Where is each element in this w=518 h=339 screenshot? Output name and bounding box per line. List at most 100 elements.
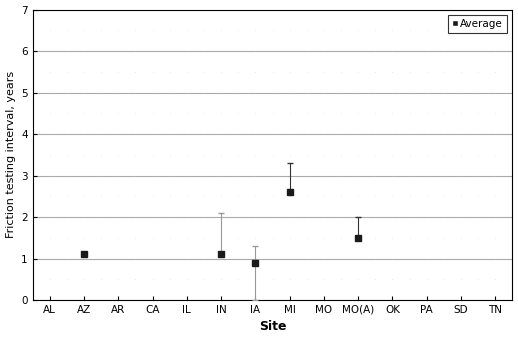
Point xyxy=(46,277,54,282)
Point xyxy=(406,111,414,116)
Point xyxy=(491,111,499,116)
Point xyxy=(251,69,260,75)
Point xyxy=(149,235,157,240)
Point xyxy=(183,48,191,54)
Point xyxy=(303,235,311,240)
Point xyxy=(217,90,225,95)
Point xyxy=(149,152,157,158)
Point xyxy=(114,235,122,240)
Point xyxy=(440,69,448,75)
Point xyxy=(114,90,122,95)
Point xyxy=(131,152,139,158)
Point xyxy=(251,131,260,137)
Point xyxy=(46,7,54,12)
Point xyxy=(285,152,294,158)
Point xyxy=(268,173,277,178)
Point xyxy=(63,173,71,178)
Point xyxy=(114,69,122,75)
Point xyxy=(131,48,139,54)
Point xyxy=(406,235,414,240)
Point xyxy=(457,90,465,95)
Point xyxy=(440,111,448,116)
Point xyxy=(183,173,191,178)
Point xyxy=(371,69,380,75)
Point xyxy=(491,277,499,282)
Point xyxy=(217,214,225,220)
Point xyxy=(337,194,345,199)
Point xyxy=(63,256,71,261)
Point xyxy=(337,256,345,261)
Point xyxy=(183,111,191,116)
Point xyxy=(131,111,139,116)
Point xyxy=(268,277,277,282)
Point xyxy=(388,173,397,178)
Point xyxy=(183,297,191,303)
Point xyxy=(354,256,363,261)
Point xyxy=(268,131,277,137)
Point xyxy=(80,90,88,95)
Point xyxy=(200,235,208,240)
Point xyxy=(268,214,277,220)
Point xyxy=(97,27,105,33)
Point xyxy=(371,173,380,178)
Point xyxy=(217,256,225,261)
Point xyxy=(183,194,191,199)
Point xyxy=(251,297,260,303)
Point xyxy=(217,173,225,178)
Point xyxy=(63,7,71,12)
Point xyxy=(149,277,157,282)
Point xyxy=(457,7,465,12)
Point xyxy=(371,194,380,199)
Point xyxy=(97,194,105,199)
Point xyxy=(63,214,71,220)
Point xyxy=(46,235,54,240)
Point xyxy=(337,173,345,178)
Point xyxy=(337,235,345,240)
Point xyxy=(46,48,54,54)
Point xyxy=(268,297,277,303)
Point xyxy=(131,235,139,240)
Point xyxy=(80,194,88,199)
Point xyxy=(320,131,328,137)
Point xyxy=(200,27,208,33)
Point xyxy=(63,235,71,240)
Point xyxy=(46,69,54,75)
Point xyxy=(80,27,88,33)
Point xyxy=(63,90,71,95)
Point xyxy=(423,69,431,75)
Point xyxy=(371,214,380,220)
Point xyxy=(388,152,397,158)
Point xyxy=(303,256,311,261)
Point xyxy=(457,214,465,220)
Point xyxy=(491,194,499,199)
Point xyxy=(491,27,499,33)
Point xyxy=(303,27,311,33)
Point xyxy=(337,111,345,116)
Point xyxy=(149,194,157,199)
Point xyxy=(371,7,380,12)
Point xyxy=(285,194,294,199)
Point xyxy=(337,131,345,137)
Point xyxy=(234,235,242,240)
Point xyxy=(268,235,277,240)
Point xyxy=(474,90,482,95)
Point xyxy=(474,194,482,199)
Point xyxy=(114,48,122,54)
Point xyxy=(80,297,88,303)
Point xyxy=(149,256,157,261)
Point xyxy=(149,27,157,33)
Point xyxy=(149,131,157,137)
Point xyxy=(234,277,242,282)
Point xyxy=(149,69,157,75)
Point xyxy=(166,90,174,95)
Point xyxy=(457,69,465,75)
Point xyxy=(268,111,277,116)
Point xyxy=(80,152,88,158)
Point xyxy=(131,277,139,282)
Point xyxy=(114,277,122,282)
Point xyxy=(474,256,482,261)
Point xyxy=(320,111,328,116)
Point xyxy=(388,48,397,54)
Point xyxy=(388,27,397,33)
Point xyxy=(457,111,465,116)
